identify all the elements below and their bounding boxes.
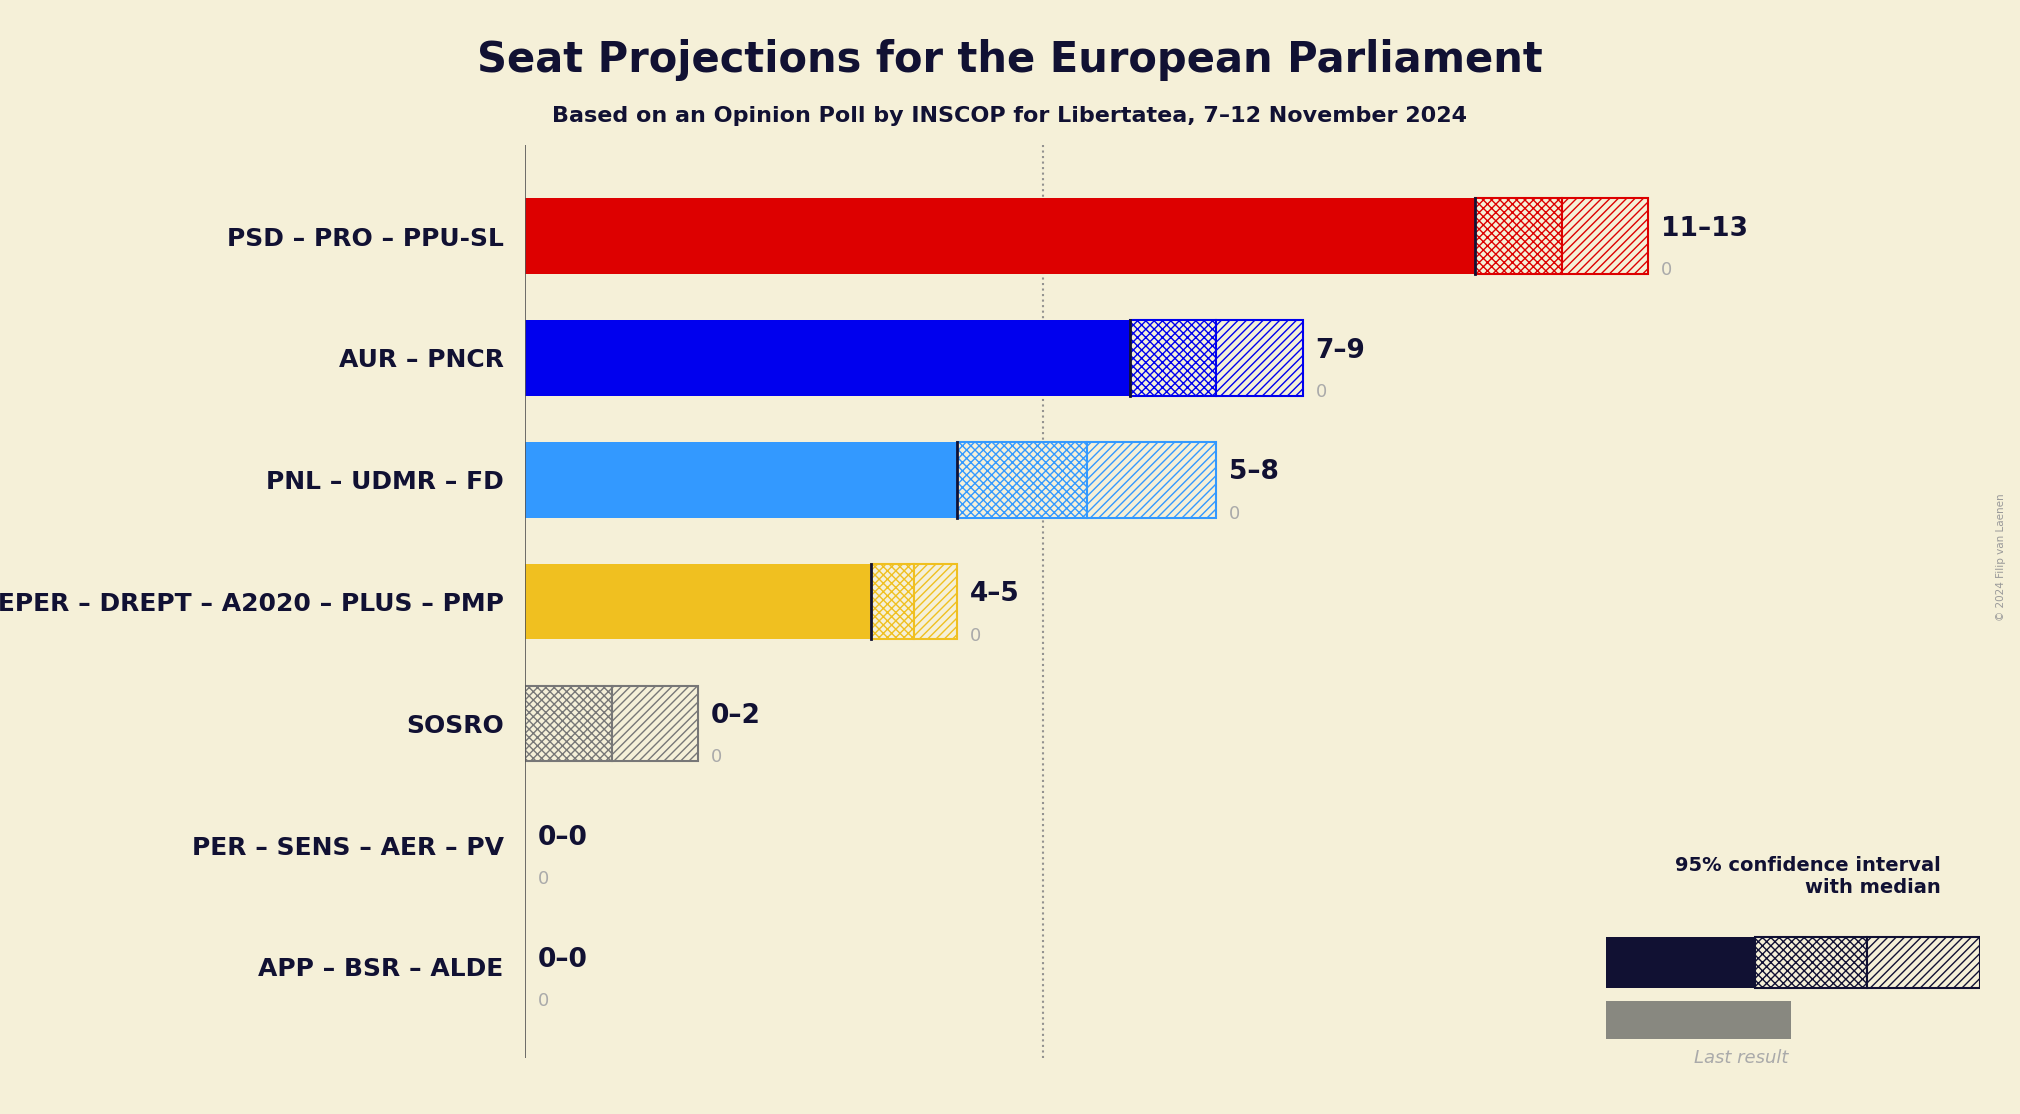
- Text: 0–2: 0–2: [711, 703, 762, 729]
- Text: © 2024 Filip van Laenen: © 2024 Filip van Laenen: [1996, 494, 2006, 620]
- Text: Seat Projections for the European Parliament: Seat Projections for the European Parlia…: [477, 39, 1543, 81]
- Text: 0: 0: [537, 993, 549, 1010]
- Bar: [525, 685, 612, 761]
- Text: 7–9: 7–9: [1315, 338, 1366, 363]
- Text: 0: 0: [1315, 383, 1327, 401]
- Bar: [913, 564, 957, 639]
- Text: 4–5: 4–5: [970, 582, 1020, 607]
- Text: 11–13: 11–13: [1660, 216, 1747, 242]
- Bar: [1561, 198, 1648, 274]
- Bar: [1087, 442, 1216, 518]
- Text: 5–8: 5–8: [1228, 459, 1279, 486]
- Bar: [1866, 937, 1980, 988]
- Bar: [1129, 320, 1216, 395]
- Bar: [1216, 320, 1303, 395]
- Text: 0: 0: [970, 627, 982, 645]
- Bar: [1606, 937, 1755, 988]
- Bar: [525, 198, 1475, 274]
- Text: Based on an Opinion Poll by INSCOP for Libertatea, 7–12 November 2024: Based on an Opinion Poll by INSCOP for L…: [553, 106, 1467, 126]
- Text: 0: 0: [537, 870, 549, 888]
- Text: 0: 0: [1228, 505, 1240, 522]
- Text: Last result: Last result: [1695, 1049, 1788, 1067]
- Bar: [525, 442, 957, 518]
- Text: 0: 0: [1660, 262, 1673, 280]
- Bar: [871, 564, 913, 639]
- Bar: [525, 564, 871, 639]
- Bar: [1475, 198, 1561, 274]
- Bar: [525, 320, 1129, 395]
- Text: 0: 0: [711, 749, 723, 766]
- Bar: [1606, 1001, 1792, 1039]
- Bar: [957, 442, 1087, 518]
- Text: 0–0: 0–0: [537, 824, 588, 851]
- Text: 95% confidence interval
with median: 95% confidence interval with median: [1675, 856, 1941, 897]
- Bar: [1755, 937, 1866, 988]
- Bar: [612, 685, 699, 761]
- Text: 0–0: 0–0: [537, 947, 588, 973]
